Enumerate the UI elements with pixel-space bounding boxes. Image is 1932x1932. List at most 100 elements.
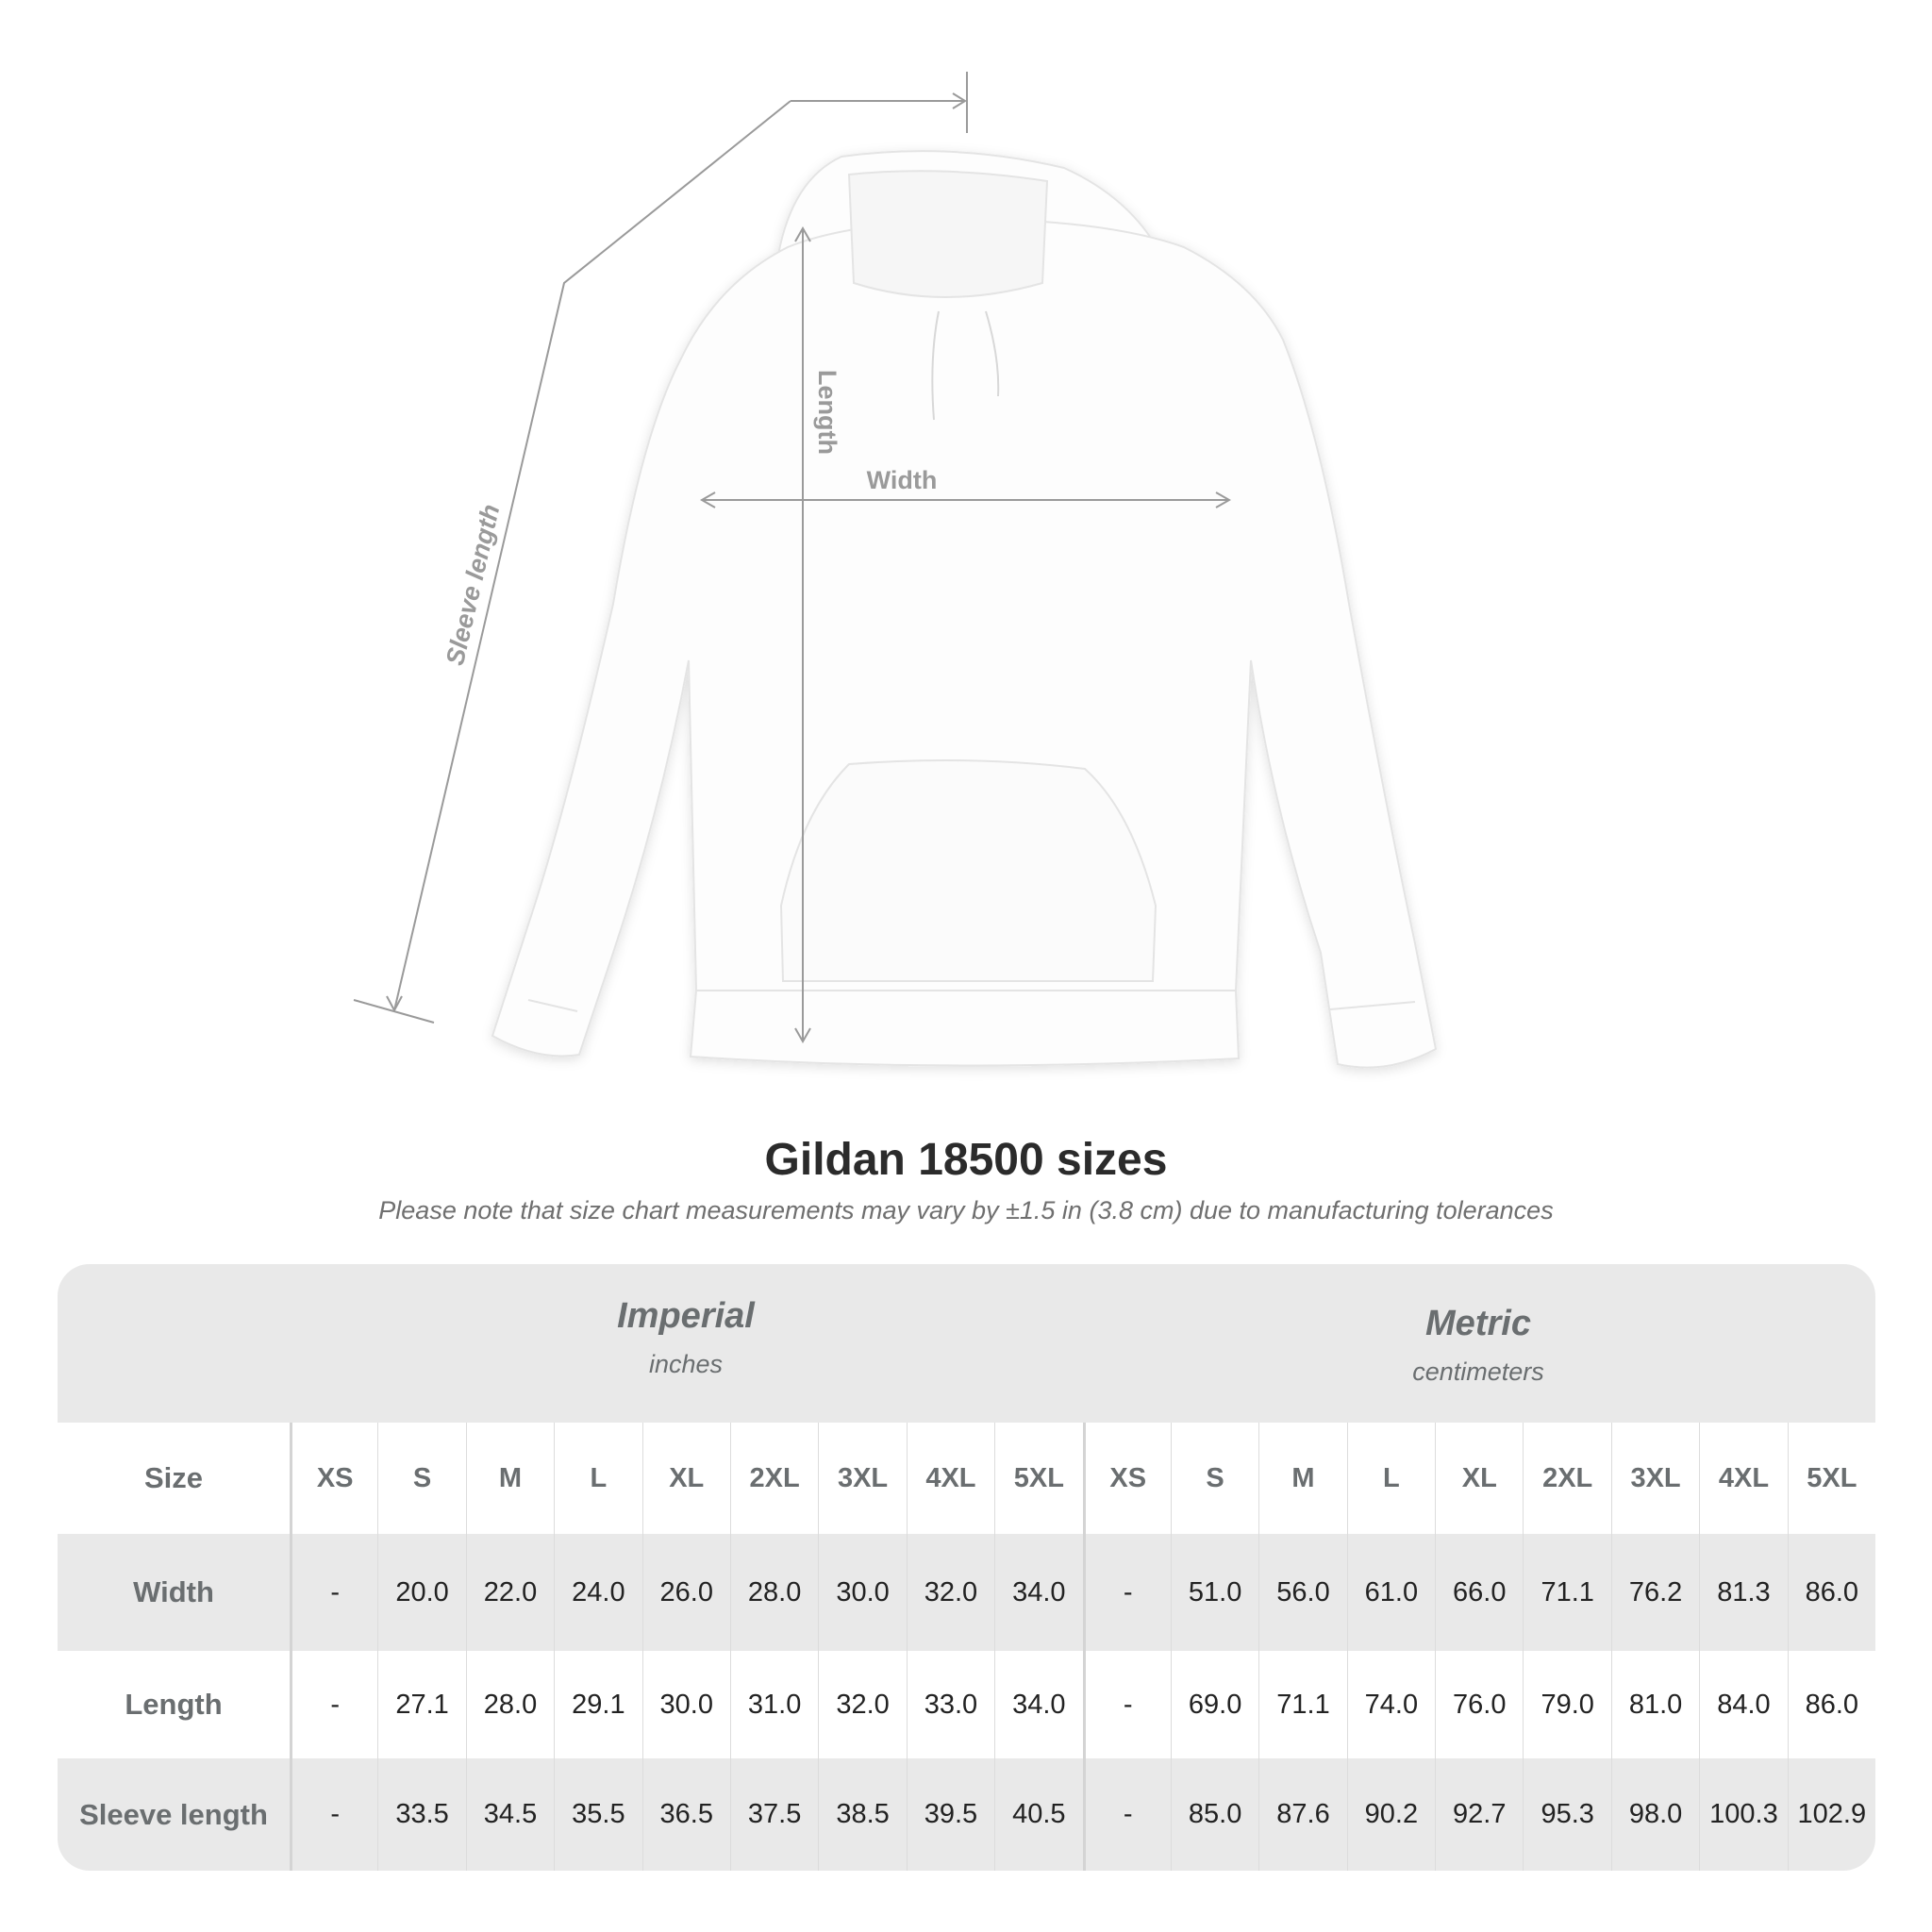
sleeve-length-line: [393, 100, 791, 1011]
value-cell: 32.0: [818, 1651, 906, 1758]
value-cell: -: [290, 1534, 377, 1651]
value-cell: 85.0: [1170, 1758, 1258, 1871]
value-cell: 37.5: [729, 1758, 818, 1871]
value-cell: 40.5: [994, 1758, 1082, 1871]
value-cell: 79.0: [1523, 1651, 1610, 1758]
system-unit: centimeters: [1412, 1357, 1544, 1386]
value-cell: 26.0: [641, 1534, 730, 1651]
size-column-header: M: [1258, 1423, 1346, 1534]
value-cell: 34.5: [465, 1758, 554, 1871]
value-cell: 31.0: [729, 1651, 818, 1758]
value-cell: 61.0: [1346, 1534, 1435, 1651]
value-cell: 51.0: [1170, 1534, 1258, 1651]
value-cell: 27.1: [377, 1651, 465, 1758]
size-column-header: 5XL: [994, 1423, 1082, 1534]
width-label: Width: [867, 466, 938, 494]
value-cell: 30.0: [641, 1651, 730, 1758]
row-label: Width: [133, 1575, 214, 1608]
table-row: Sleeve length -33.5 34.5 35.5 36.5 37.5 38.5 39…: [58, 1758, 1875, 1871]
value-cell: 22.0: [465, 1534, 554, 1651]
value-cell: 38.5: [818, 1758, 906, 1871]
value-cell: 87.6: [1258, 1758, 1346, 1871]
value-cell: 74.0: [1346, 1651, 1435, 1758]
page-title: Gildan 18500 sizes: [764, 1135, 1168, 1185]
sleeve-length-label: Sleeve length: [441, 502, 505, 668]
value-cell: 86.0: [1787, 1651, 1875, 1758]
size-column-header: 2XL: [1523, 1423, 1610, 1534]
table-row: Length -27.1 28.0 29.1 30.0 31.0 32.0 33.0 34.0-…: [58, 1651, 1875, 1758]
value-cell: -: [1082, 1534, 1171, 1651]
size-column-header: 2XL: [729, 1423, 818, 1534]
size-header-row: Size XS S M L XL 2XL 3XL 4XL 5XL XS S M L XL 2XL 3XL 4XL 5…: [58, 1423, 1875, 1534]
value-cell: 81.3: [1699, 1534, 1787, 1651]
sleeve-end-tick: [353, 999, 435, 1024]
value-cell: 36.5: [641, 1758, 730, 1871]
size-column-header: 5XL: [1787, 1423, 1875, 1534]
value-cell: 66.0: [1435, 1534, 1523, 1651]
value-cell: 24.0: [554, 1534, 641, 1651]
value-cell: 95.3: [1523, 1758, 1610, 1871]
value-cell: 32.0: [906, 1534, 994, 1651]
value-cell: -: [1082, 1758, 1171, 1871]
value-cell: 28.0: [729, 1534, 818, 1651]
metric-header: Metric centimeters: [1082, 1304, 1874, 1387]
value-cell: 34.0: [994, 1651, 1082, 1758]
value-cell: 28.0: [465, 1651, 554, 1758]
value-cell: 35.5: [554, 1758, 641, 1871]
row-label: Sleeve length: [79, 1797, 268, 1831]
value-cell: 92.7: [1435, 1758, 1523, 1871]
system-unit: inches: [648, 1350, 724, 1378]
size-column-header: XL: [641, 1423, 730, 1534]
value-cell: 29.1: [554, 1651, 641, 1758]
size-chart-table: Imperial inches Metric centimeters Size X…: [58, 1264, 1875, 1871]
value-cell: 102.9: [1787, 1758, 1875, 1871]
size-column-header: S: [377, 1423, 465, 1534]
size-column-header: M: [465, 1423, 554, 1534]
size-column-header: 4XL: [906, 1423, 994, 1534]
table-row: Width -20.0 22.0 24.0 26.0 28.0 30.0 32.0 34.0-5…: [58, 1534, 1875, 1651]
value-cell: 71.1: [1258, 1651, 1346, 1758]
size-column-header: 3XL: [1610, 1423, 1699, 1534]
value-cell: -: [290, 1758, 377, 1871]
value-cell: 100.3: [1699, 1758, 1787, 1871]
value-cell: 81.0: [1610, 1651, 1699, 1758]
arrowhead-icon: [699, 491, 1232, 508]
arrowhead-icon: [386, 995, 403, 1013]
header-band: [58, 1264, 1875, 1423]
value-cell: 84.0: [1699, 1651, 1787, 1758]
value-cell: 98.0: [1610, 1758, 1699, 1871]
size-column-header: L: [1346, 1423, 1435, 1534]
arrowhead-icon: [952, 92, 967, 109]
value-cell: -: [1082, 1651, 1171, 1758]
size-column-header: XS: [1082, 1423, 1171, 1534]
size-column-header: XL: [1435, 1423, 1523, 1534]
value-cell: 33.0: [906, 1651, 994, 1758]
imperial-header: Imperial inches: [290, 1296, 1082, 1379]
measurement-lines: [353, 72, 1232, 1044]
size-column-header: XS: [290, 1423, 377, 1534]
value-cell: 39.5: [906, 1758, 994, 1871]
value-cell: 90.2: [1346, 1758, 1435, 1871]
value-cell: 20.0: [377, 1534, 465, 1651]
hoodie-measurement-diagram: Sleeve length Length Width: [353, 72, 1438, 1069]
system-name: Metric: [1425, 1304, 1531, 1343]
value-cell: 34.0: [994, 1534, 1082, 1651]
arrowhead-icon: [794, 225, 811, 1044]
value-cell: 56.0: [1258, 1534, 1346, 1651]
row-label: Size: [143, 1461, 204, 1494]
value-cell: 76.2: [1610, 1534, 1699, 1651]
value-cell: 71.1: [1523, 1534, 1610, 1651]
tolerance-note: Please note that size chart measurements…: [378, 1196, 1554, 1224]
length-label: Length: [813, 370, 841, 455]
system-name: Imperial: [617, 1296, 755, 1336]
size-column-header: 4XL: [1699, 1423, 1787, 1534]
row-label: Length: [125, 1688, 223, 1721]
hoodie-image: [491, 150, 1438, 1069]
value-cell: -: [290, 1651, 377, 1758]
value-cell: 69.0: [1170, 1651, 1258, 1758]
size-column-header: S: [1170, 1423, 1258, 1534]
value-cell: 76.0: [1435, 1651, 1523, 1758]
value-cell: 86.0: [1787, 1534, 1875, 1651]
size-column-header: 3XL: [818, 1423, 906, 1534]
value-cell: 30.0: [818, 1534, 906, 1651]
